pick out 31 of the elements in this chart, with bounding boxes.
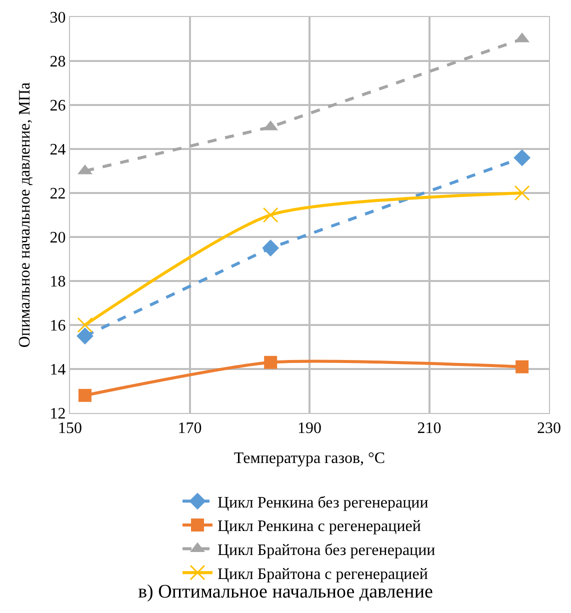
legend-label: Цикл Ренкина без регенерации bbox=[218, 494, 429, 512]
y-tick-label: 16 bbox=[50, 318, 66, 335]
x-tick-label: 150 bbox=[58, 420, 82, 438]
point bbox=[264, 356, 278, 369]
x-tick-label: 190 bbox=[298, 420, 322, 438]
text: в) Оптимальное начальное давление bbox=[138, 582, 433, 603]
y-tick-label: 24 bbox=[50, 142, 66, 159]
x-tick-label: 230 bbox=[537, 420, 561, 438]
y-tick-label: 12 bbox=[50, 406, 66, 423]
x-tick-label: 170 bbox=[178, 420, 202, 438]
y-tick-label: 22 bbox=[50, 186, 66, 203]
point bbox=[516, 360, 529, 374]
y-tick-label: 28 bbox=[50, 54, 66, 71]
point bbox=[77, 317, 93, 333]
y-axis-title: Опимальное начальное давление, МПа bbox=[16, 82, 34, 348]
x-axis-title: Температура газов, °C bbox=[234, 450, 386, 467]
y-tick-label: 14 bbox=[50, 362, 66, 379]
y-tick-label: 26 bbox=[50, 98, 66, 115]
point bbox=[514, 149, 531, 166]
legend-label: Цикл Брайтона с регенерацией bbox=[218, 566, 428, 583]
x-tick-label: 210 bbox=[417, 420, 442, 438]
point bbox=[262, 240, 280, 256]
y-tick-label: 18 bbox=[50, 274, 66, 291]
legend-label: Цикл Ренкина с регенерацией bbox=[218, 518, 422, 536]
y-tick-label: 30 bbox=[50, 10, 66, 27]
point bbox=[76, 328, 94, 344]
y-tick-label: 20 bbox=[50, 230, 66, 247]
point bbox=[78, 388, 92, 402]
legend-label: Цикл Брайтона без регенерации bbox=[218, 542, 436, 560]
point bbox=[262, 207, 278, 223]
point bbox=[514, 185, 530, 201]
